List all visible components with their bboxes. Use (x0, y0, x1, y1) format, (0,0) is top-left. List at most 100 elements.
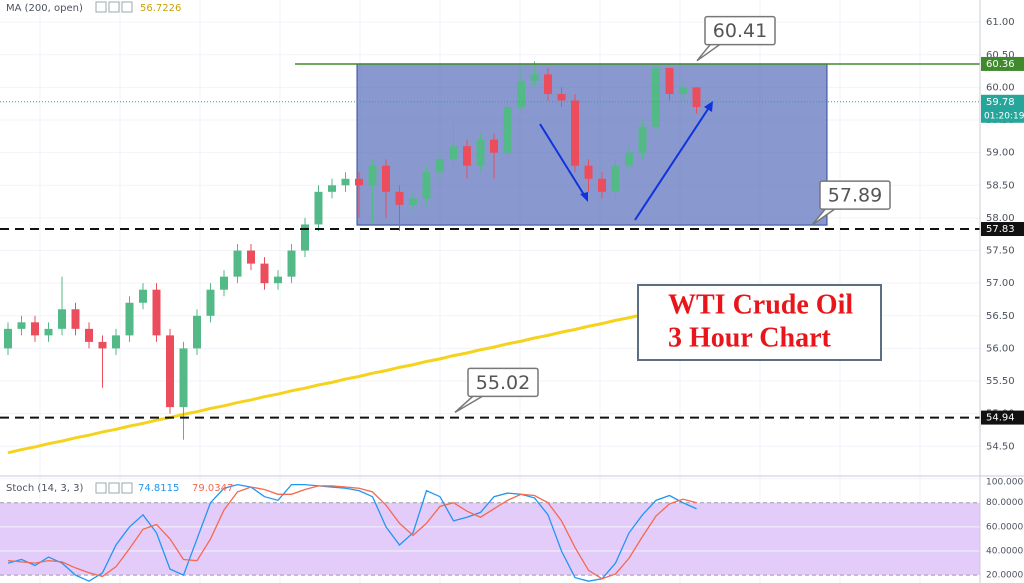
plot (4, 61, 828, 582)
price-tag-label: 54.94 (986, 413, 1015, 424)
candle-body (665, 67, 674, 94)
stoch-d (7, 485, 697, 580)
candle-body (517, 80, 525, 108)
y-tick-label: 57.50 (986, 246, 1015, 257)
candle-body (31, 322, 39, 336)
candle-body (571, 100, 579, 166)
candle-body (625, 152, 633, 166)
indicator-value: 56.7226 (140, 3, 181, 14)
arrow-head (580, 192, 588, 202)
annotation-title: WTI Crude Oil (668, 289, 853, 320)
candle-body (260, 263, 269, 284)
icon[interactable] (108, 1, 120, 13)
candle-body (233, 250, 242, 277)
arrow (539, 123, 587, 199)
y-tick-label: 55.50 (986, 376, 1015, 387)
icon[interactable] (108, 482, 120, 494)
icon[interactable] (121, 1, 133, 13)
stoch-tick-label: 100.0000 (986, 478, 1024, 488)
callout-label: 55.02 (476, 372, 530, 394)
icon[interactable] (95, 482, 107, 494)
candle-body (368, 165, 377, 186)
candle-body (139, 289, 147, 303)
y-tick-label: 57.00 (986, 278, 1015, 289)
stoch-tick-label: 20.0000 (986, 571, 1023, 581)
y-tick-label: 58.00 (986, 213, 1015, 224)
candle-body (638, 126, 647, 153)
candle-body (449, 146, 458, 160)
candle-body (409, 198, 417, 205)
candle-body (274, 276, 282, 284)
candle-body (328, 185, 336, 192)
candle-body (503, 107, 512, 153)
price-tag (981, 56, 1024, 71)
candle-body (206, 289, 215, 316)
stoch-tick-label: 40.0000 (986, 547, 1023, 557)
countdown: 01:20:19 (984, 111, 1024, 121)
candle-body (152, 289, 161, 336)
price-tag-label: 57.83 (986, 224, 1015, 235)
candle-body (301, 224, 309, 251)
candle-body (490, 139, 498, 153)
candle-body (112, 335, 120, 349)
y-tick-label: 61.00 (986, 17, 1015, 28)
candle-body (58, 309, 66, 329)
candle-body (179, 348, 188, 408)
candle-body (125, 302, 134, 336)
overlay: 60.41 57.89 55.02 (0, 15, 980, 419)
candle-body (341, 178, 350, 186)
callout-box (704, 15, 776, 46)
candle-body (476, 139, 485, 166)
y-tick-label: 56.00 (986, 343, 1015, 354)
candle-body (679, 87, 687, 94)
icon[interactable] (121, 482, 133, 494)
stoch-label: Stoch (14, 3, 3) (6, 483, 83, 494)
candle-body (382, 165, 390, 192)
candle-body (692, 87, 701, 108)
candle-body (530, 74, 539, 81)
candle-body (314, 191, 323, 225)
callout-label: 60.41 (713, 20, 767, 42)
range-box (356, 63, 828, 226)
price-tag (981, 410, 1024, 425)
callout-pointer (811, 207, 837, 226)
last-price-label: 59.78 (986, 97, 1015, 108)
candle-body (463, 146, 471, 166)
annotation-box (637, 284, 882, 361)
arrow-head (704, 101, 713, 112)
candle-body (611, 165, 620, 192)
candle-body (17, 322, 26, 329)
candle-body (166, 335, 174, 408)
candle-body (4, 328, 12, 349)
last-price-tag (981, 94, 1024, 123)
candle-body (355, 178, 363, 186)
stoch-band (0, 502, 980, 576)
price-tag (981, 222, 1024, 237)
candle-body (598, 178, 606, 192)
stoch-icons[interactable] (95, 482, 133, 494)
candle-body (557, 93, 566, 101)
candle-body (220, 276, 228, 290)
y-tick-label: 56.50 (986, 311, 1015, 322)
candle-body (85, 328, 93, 342)
header-icons[interactable] (95, 1, 133, 13)
y-tick-label: 60.50 (986, 50, 1015, 61)
candle-body (544, 74, 552, 94)
candle-body (247, 250, 255, 264)
candle-body (584, 165, 593, 179)
stoch-d-value: 79.0347 (192, 483, 233, 494)
stoch-k-value: 74.8115 (138, 483, 179, 494)
callout-label: 57.89 (828, 185, 882, 207)
arrow (634, 105, 711, 221)
callout-box (819, 180, 891, 210)
candle-body (98, 341, 107, 349)
y-tick-label: 54.50 (986, 441, 1015, 452)
icon[interactable] (95, 1, 107, 13)
callout-pointer (696, 43, 722, 62)
y-tick-label: 59.00 (986, 148, 1015, 159)
candle-body (287, 250, 296, 277)
candle-body (422, 172, 431, 199)
price-tag-label: 60.36 (986, 59, 1015, 70)
callout-pointer (454, 394, 485, 414)
